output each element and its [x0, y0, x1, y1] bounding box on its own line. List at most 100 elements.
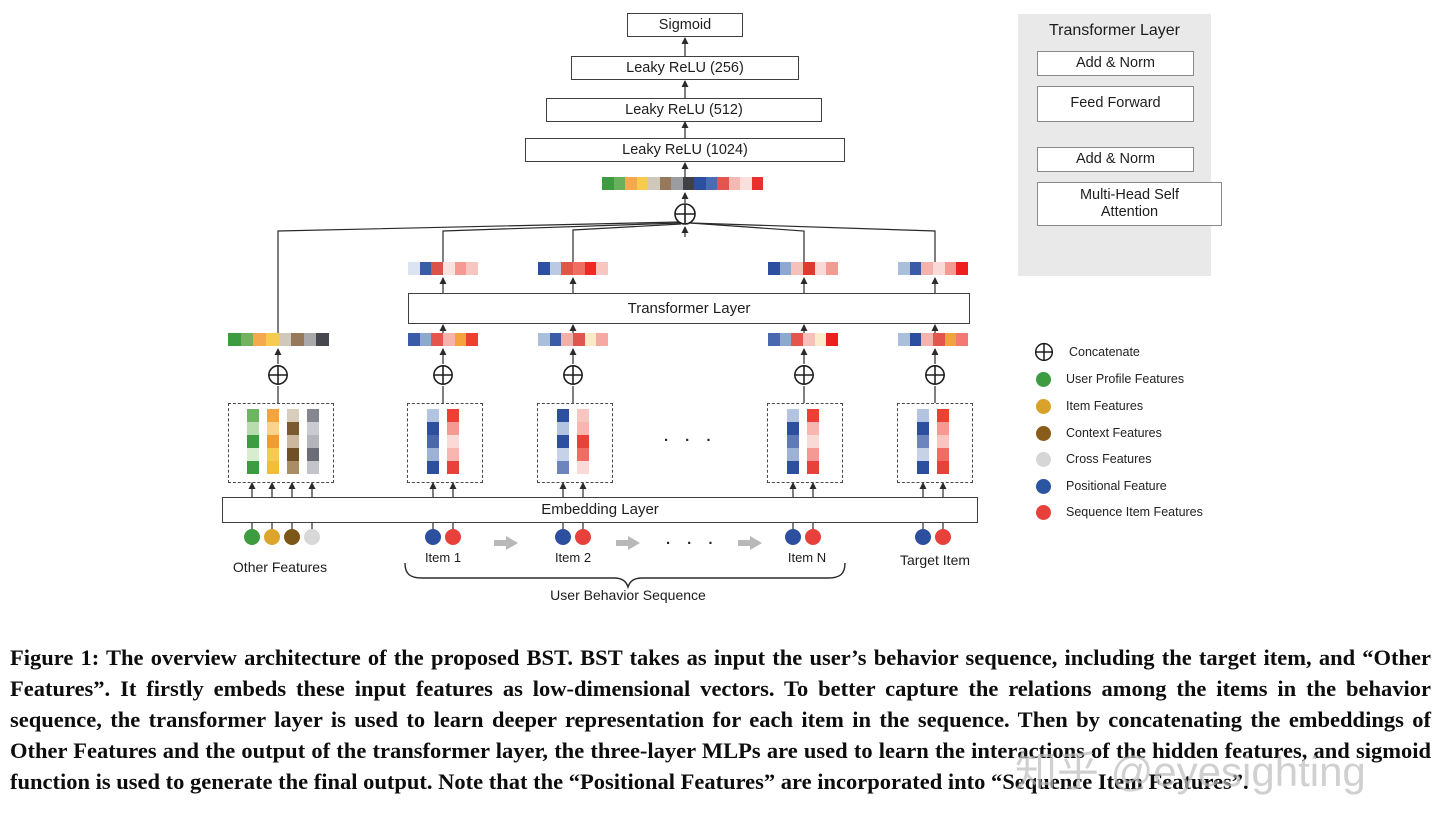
embedding-cell	[807, 422, 819, 435]
embedding-cell	[240, 333, 254, 346]
embedding-layer-label: Embedding Layer	[541, 501, 659, 519]
embedding-cell	[779, 333, 792, 346]
embedding-cell	[648, 177, 660, 190]
legend-label: Concatenate	[1069, 345, 1140, 359]
embedding-cell	[228, 333, 241, 346]
target-embedding-group	[897, 403, 973, 483]
user-profile-dot	[244, 529, 260, 545]
embedding-cell	[408, 333, 420, 346]
embedding-cell	[636, 177, 648, 190]
input-strip-itemN	[768, 333, 839, 346]
concatenated-embedding-strip	[602, 177, 763, 190]
embedding-cell	[307, 422, 319, 435]
embedding-cell	[803, 262, 815, 275]
embedding-cell	[917, 461, 929, 474]
embedding-cell	[933, 333, 945, 346]
embedding-column	[917, 409, 929, 474]
embedding-cell	[705, 177, 717, 190]
embedding-cell	[466, 262, 479, 275]
embedding-cell	[427, 448, 439, 461]
embedding-column	[557, 409, 569, 474]
embedding-cell	[671, 177, 683, 190]
embedding-cell	[917, 435, 929, 448]
embedding-cell	[447, 461, 459, 474]
ellipsis-bottom: · · ·	[666, 535, 720, 552]
embedding-column	[267, 409, 279, 474]
embedding-cell	[573, 262, 585, 275]
embedding-cell	[768, 262, 780, 275]
embedding-cell	[267, 435, 279, 448]
sigmoid-label: Sigmoid	[658, 16, 712, 33]
transformer-output-strip-item2	[538, 262, 609, 275]
target-item-label: Target Item	[899, 552, 971, 568]
other-features-label: Other Features	[232, 559, 328, 575]
embedding-cell	[447, 435, 459, 448]
embedding-cell	[287, 409, 299, 422]
embedding-cell	[408, 262, 420, 275]
input-strip-target	[898, 333, 969, 346]
embedding-cell	[561, 262, 574, 275]
embedding-cell	[791, 262, 804, 275]
add-norm-box-top: Add & Norm	[1037, 51, 1194, 76]
cross-features-swatch	[1036, 451, 1051, 467]
embedding-cell	[768, 333, 780, 346]
embedding-cell	[584, 262, 597, 275]
embedding-cell	[791, 333, 804, 346]
transformer-output-strip-target	[898, 262, 969, 275]
embedding-cell	[917, 448, 929, 461]
positional-dot	[425, 529, 441, 545]
sequence-arrow-icon	[616, 536, 640, 550]
embedding-cell	[427, 422, 439, 435]
embedding-cell	[247, 409, 259, 422]
embedding-cell	[728, 177, 740, 190]
itemN-label: Item N	[787, 550, 827, 565]
embedding-cell	[956, 333, 969, 346]
positional-dot	[785, 529, 801, 545]
embedding-cell	[427, 461, 439, 474]
embedding-cell	[694, 177, 706, 190]
embedding-cell	[596, 262, 609, 275]
embedding-cell	[584, 333, 597, 346]
user-behavior-sequence-label: User Behavior Sequence	[550, 587, 706, 603]
ellipsis-middle: · · ·	[664, 432, 718, 449]
transformer-output-strip-item1	[408, 262, 479, 275]
embedding-cell	[561, 333, 574, 346]
input-strip-item2	[538, 333, 609, 346]
multi-head-self-attention-label: Multi-Head Self Attention	[1079, 186, 1180, 220]
embedding-cell	[538, 333, 550, 346]
embedding-column	[447, 409, 459, 474]
feed-forward-box: Feed Forward	[1037, 86, 1194, 122]
embedding-cell	[921, 262, 934, 275]
embedding-cell	[267, 448, 279, 461]
embedding-cell	[443, 333, 455, 346]
item-features-swatch	[1036, 398, 1051, 414]
legend-item-positional: Positional Feature	[1034, 476, 1167, 496]
embedding-cell	[431, 333, 444, 346]
embedding-cell	[557, 435, 569, 448]
item1-label: Item 1	[424, 550, 462, 565]
embedding-cell	[909, 333, 922, 346]
embedding-cell	[287, 422, 299, 435]
input-strip-item1	[408, 333, 479, 346]
embedding-cell	[447, 409, 459, 422]
embedding-cell	[602, 177, 614, 190]
concatenate-icon	[925, 365, 945, 385]
leaky-relu-1024-label: Leaky ReLU (1024)	[622, 141, 748, 158]
embedding-cell	[454, 262, 467, 275]
positional-feature-swatch	[1036, 478, 1051, 494]
embedding-cell	[538, 262, 550, 275]
embedding-cell	[307, 435, 319, 448]
embedding-cell	[577, 409, 589, 422]
embedding-cell	[447, 422, 459, 435]
legend-label: Item Features	[1066, 399, 1144, 413]
embedding-cell	[267, 422, 279, 435]
embedding-cell	[267, 461, 279, 474]
legend-label: Positional Feature	[1066, 479, 1167, 493]
embedding-cell	[427, 435, 439, 448]
embedding-cell	[917, 409, 929, 422]
item-feature-dot	[264, 529, 280, 545]
leaky-relu-512-box: Leaky ReLU (512)	[546, 98, 822, 122]
embedding-cell	[814, 262, 827, 275]
transformer-detail-title: Transformer Layer	[1049, 22, 1180, 39]
